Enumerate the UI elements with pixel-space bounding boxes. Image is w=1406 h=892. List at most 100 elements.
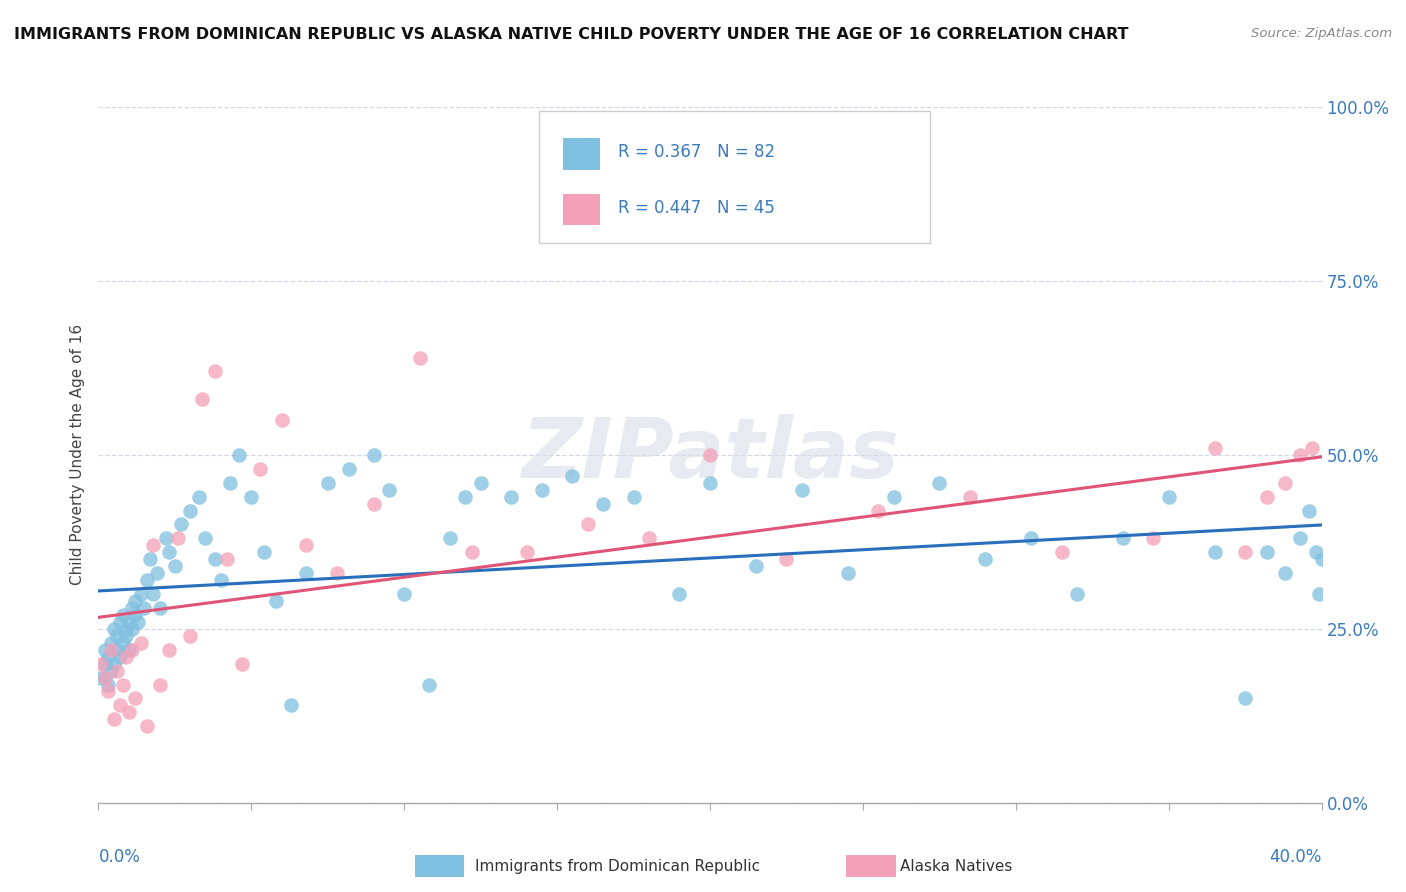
- Point: [127, 615, 149, 629]
- Text: R = 0.447   N = 45: R = 0.447 N = 45: [619, 199, 775, 217]
- Point: [928, 475, 950, 490]
- Point: [145, 566, 167, 581]
- Point: [1050, 545, 1073, 559]
- Point: [111, 607, 134, 622]
- Point: [115, 629, 138, 643]
- Point: [408, 351, 430, 365]
- Point: [1308, 587, 1330, 601]
- Point: [1256, 490, 1278, 504]
- Point: [378, 483, 401, 497]
- Point: [155, 532, 177, 546]
- Point: [264, 594, 287, 608]
- Text: Source: ZipAtlas.com: Source: ZipAtlas.com: [1251, 27, 1392, 40]
- Text: Immigrants from Dominican Republic: Immigrants from Dominican Republic: [475, 859, 761, 873]
- Point: [124, 691, 146, 706]
- Point: [249, 462, 271, 476]
- Point: [204, 552, 226, 566]
- Point: [103, 657, 125, 671]
- Point: [1289, 532, 1312, 546]
- Point: [363, 497, 385, 511]
- Point: [1066, 587, 1088, 601]
- Point: [136, 719, 159, 733]
- Point: [188, 490, 211, 504]
- Point: [1157, 490, 1180, 504]
- Point: [745, 559, 768, 574]
- Point: [97, 649, 120, 664]
- Point: [1142, 532, 1164, 546]
- Point: [775, 552, 797, 566]
- Point: [149, 601, 172, 615]
- Point: [90, 671, 112, 685]
- Point: [93, 657, 115, 671]
- Point: [959, 490, 981, 504]
- Point: [149, 677, 172, 691]
- Point: [790, 483, 813, 497]
- Point: [1298, 503, 1320, 517]
- Point: [1274, 566, 1296, 581]
- Point: [231, 657, 253, 671]
- Text: 40.0%: 40.0%: [1270, 848, 1322, 866]
- Point: [460, 545, 482, 559]
- Point: [418, 677, 440, 691]
- Point: [115, 622, 138, 636]
- Point: [170, 517, 193, 532]
- Point: [637, 532, 661, 546]
- Point: [194, 532, 217, 546]
- FancyBboxPatch shape: [564, 194, 600, 226]
- Text: IMMIGRANTS FROM DOMINICAN REPUBLIC VS ALASKA NATIVE CHILD POVERTY UNDER THE AGE : IMMIGRANTS FROM DOMINICAN REPUBLIC VS AL…: [14, 27, 1129, 42]
- Point: [121, 642, 143, 657]
- Point: [974, 552, 997, 566]
- Point: [124, 607, 146, 622]
- Point: [316, 475, 339, 490]
- Point: [97, 684, 120, 698]
- Point: [252, 545, 274, 559]
- Point: [439, 532, 461, 546]
- Point: [136, 573, 159, 587]
- Point: [363, 448, 385, 462]
- Point: [167, 532, 190, 546]
- Point: [699, 448, 721, 462]
- Point: [561, 468, 583, 483]
- Point: [501, 490, 523, 504]
- Point: [623, 490, 645, 504]
- Point: [108, 615, 131, 629]
- Point: [1204, 441, 1226, 455]
- Point: [1234, 545, 1257, 559]
- Point: [157, 545, 180, 559]
- Point: [134, 601, 156, 615]
- Point: [516, 545, 538, 559]
- Point: [699, 475, 721, 490]
- Point: [454, 490, 477, 504]
- Point: [118, 615, 141, 629]
- Point: [1305, 545, 1327, 559]
- Point: [163, 559, 186, 574]
- Text: 0.0%: 0.0%: [98, 848, 141, 866]
- Text: R = 0.367   N = 82: R = 0.367 N = 82: [619, 144, 776, 161]
- Point: [1301, 441, 1323, 455]
- Point: [883, 490, 905, 504]
- Point: [111, 636, 134, 650]
- Point: [1310, 552, 1333, 566]
- Point: [100, 664, 122, 678]
- Point: [179, 629, 201, 643]
- Point: [108, 649, 131, 664]
- Point: [337, 462, 360, 476]
- Point: [668, 587, 690, 601]
- Point: [204, 364, 226, 378]
- Point: [270, 413, 292, 427]
- Point: [295, 566, 318, 581]
- Point: [240, 490, 263, 504]
- Point: [118, 642, 141, 657]
- Point: [121, 622, 143, 636]
- Point: [129, 636, 152, 650]
- Point: [129, 587, 152, 601]
- Point: [97, 677, 120, 691]
- Point: [1289, 448, 1312, 462]
- Point: [142, 538, 165, 552]
- Point: [100, 642, 122, 657]
- Point: [93, 642, 115, 657]
- Point: [103, 712, 125, 726]
- Point: [1234, 691, 1257, 706]
- Point: [105, 664, 128, 678]
- Point: [90, 657, 112, 671]
